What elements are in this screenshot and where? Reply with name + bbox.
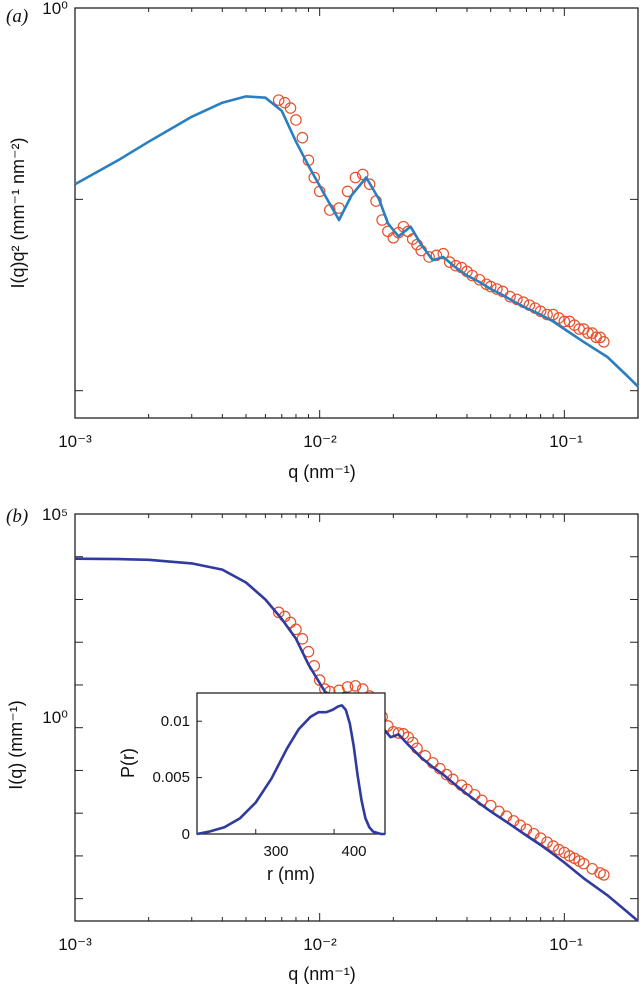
panel-a-data-point	[284, 102, 297, 114]
panel-a-data-point	[356, 168, 369, 181]
panel-a-data-point	[308, 171, 321, 184]
panel-a-xlabel: q (nm⁻¹)	[288, 462, 356, 482]
panel-b-data-point	[547, 840, 559, 852]
panel-a-ytick-1e0: 10⁰	[42, 0, 68, 18]
panel-a-data-point	[598, 336, 610, 348]
panel-a-series	[74, 94, 639, 388]
panel-a-data-point	[272, 94, 285, 106]
panel-b-label: (b)	[6, 506, 28, 527]
panel-b-xtick-1e-1: 10⁻¹	[549, 935, 583, 954]
panel-b-ytick-1e5: 10⁵	[42, 505, 68, 524]
panel-b-data-point	[598, 869, 610, 881]
inset-size-distribution: 300 400 0 0.005 0.01 r (nm) P(r)	[118, 692, 386, 884]
panel-a-data-point	[290, 114, 302, 126]
panel-a-xtick-1e-2: 10⁻²	[303, 432, 337, 451]
panel-b: (b) 10⁻³ 10⁻² 10⁻¹ 10⁵ 10⁰ q (nm⁻¹) I(q)…	[6, 505, 639, 984]
panel-b-data-point	[272, 606, 285, 619]
inset-ytick-0-01: 0.01	[161, 713, 190, 730]
panel-b-plot-frame	[74, 513, 639, 922]
panel-b-ylabel: I(q) (mm⁻¹)	[6, 700, 26, 789]
panel-a-data-point	[558, 315, 571, 328]
inset-plot-frame	[196, 692, 386, 835]
inset-ylabel: P(r)	[118, 748, 138, 778]
panel-b-fit-line	[74, 557, 639, 922]
panel-a-data-point	[449, 259, 462, 272]
panel-b-minor-ticks	[74, 513, 639, 921]
panel-a: (a) 10⁻³ 10⁻² 10⁻¹ 10⁰ q (nm⁻¹) I(q)q² (…	[6, 0, 639, 482]
inset-ytick-0-005: 0.005	[152, 769, 190, 786]
panel-a-xtick-1e-1: 10⁻¹	[549, 432, 583, 451]
panel-b-data-point	[534, 832, 547, 844]
panel-a-data-point	[437, 247, 450, 260]
panel-a-data-point	[363, 178, 376, 190]
panel-a-plot-frame	[74, 7, 639, 419]
panel-b-data-point	[577, 857, 590, 870]
panel-b-xtick-1e-2: 10⁻²	[303, 935, 337, 954]
panel-a-fit-line	[74, 95, 639, 388]
panel-a-data-point	[341, 185, 354, 198]
panel-a-data-point	[423, 251, 435, 263]
panel-b-data-point	[341, 681, 354, 693]
panel-a-data-point	[296, 131, 309, 144]
panel-b-xlabel: q (nm⁻¹)	[288, 964, 356, 984]
panel-b-data-point	[541, 836, 553, 848]
panel-a-minor-ticks	[74, 7, 639, 418]
inset-distribution-line	[196, 704, 385, 836]
panel-a-data-point	[547, 308, 559, 321]
panel-a-xtick-1e-3: 10⁻³	[58, 432, 92, 451]
panel-b-data-point	[392, 727, 405, 739]
inset-series	[196, 704, 385, 836]
panel-b-data-point	[586, 862, 599, 875]
inset-xtick-400: 400	[341, 843, 366, 860]
panel-a-ylabel: I(q)q² (mm⁻¹ nm⁻²)	[8, 138, 28, 289]
panel-a-label: (a)	[6, 6, 28, 27]
inset-xlabel: r (nm)	[267, 864, 315, 884]
panel-a-data-point	[349, 171, 362, 184]
inset-xtick-300: 300	[263, 843, 288, 860]
panel-a-data-point	[443, 256, 456, 268]
panel-b-xtick-1e-3: 10⁻³	[58, 935, 92, 954]
panel-b-data-point	[553, 843, 565, 856]
inset-ytick-0: 0	[182, 826, 190, 843]
panel-b-ytick-1e0: 10⁰	[42, 708, 68, 727]
panel-b-data-point	[349, 680, 362, 692]
